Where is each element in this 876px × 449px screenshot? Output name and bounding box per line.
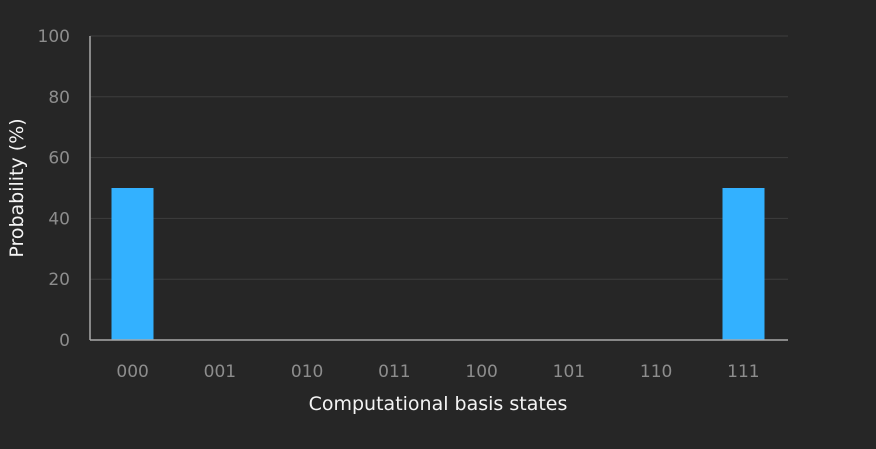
y-tick-labels: 0 20 40 60 80 100 bbox=[38, 27, 70, 351]
x-axis-title: Computational basis states bbox=[309, 393, 568, 415]
y-tick-label: 0 bbox=[59, 331, 70, 351]
x-tick-label: 000 bbox=[116, 362, 148, 382]
x-tick-label: 111 bbox=[727, 362, 759, 382]
axes bbox=[89, 36, 788, 341]
grid-lines bbox=[90, 35, 788, 280]
y-tick-label: 20 bbox=[48, 270, 70, 290]
x-tick-label: 010 bbox=[291, 362, 323, 382]
x-tick-label: 011 bbox=[378, 362, 410, 382]
x-tick-label: 110 bbox=[640, 362, 672, 382]
x-tick-label: 101 bbox=[553, 362, 585, 382]
y-tick-label: 100 bbox=[38, 27, 70, 47]
x-tick-label: 100 bbox=[465, 362, 497, 382]
y-tick-label: 80 bbox=[48, 88, 70, 108]
bar-111 bbox=[722, 188, 765, 340]
bar-000 bbox=[111, 188, 154, 340]
y-tick-label: 60 bbox=[48, 149, 70, 169]
y-tick-label: 40 bbox=[48, 209, 70, 229]
bars bbox=[111, 188, 765, 340]
y-axis-title: Probability (%) bbox=[6, 118, 28, 257]
x-tick-label: 001 bbox=[204, 362, 236, 382]
x-tick-labels: 000 001 010 011 100 101 110 111 bbox=[116, 362, 759, 382]
